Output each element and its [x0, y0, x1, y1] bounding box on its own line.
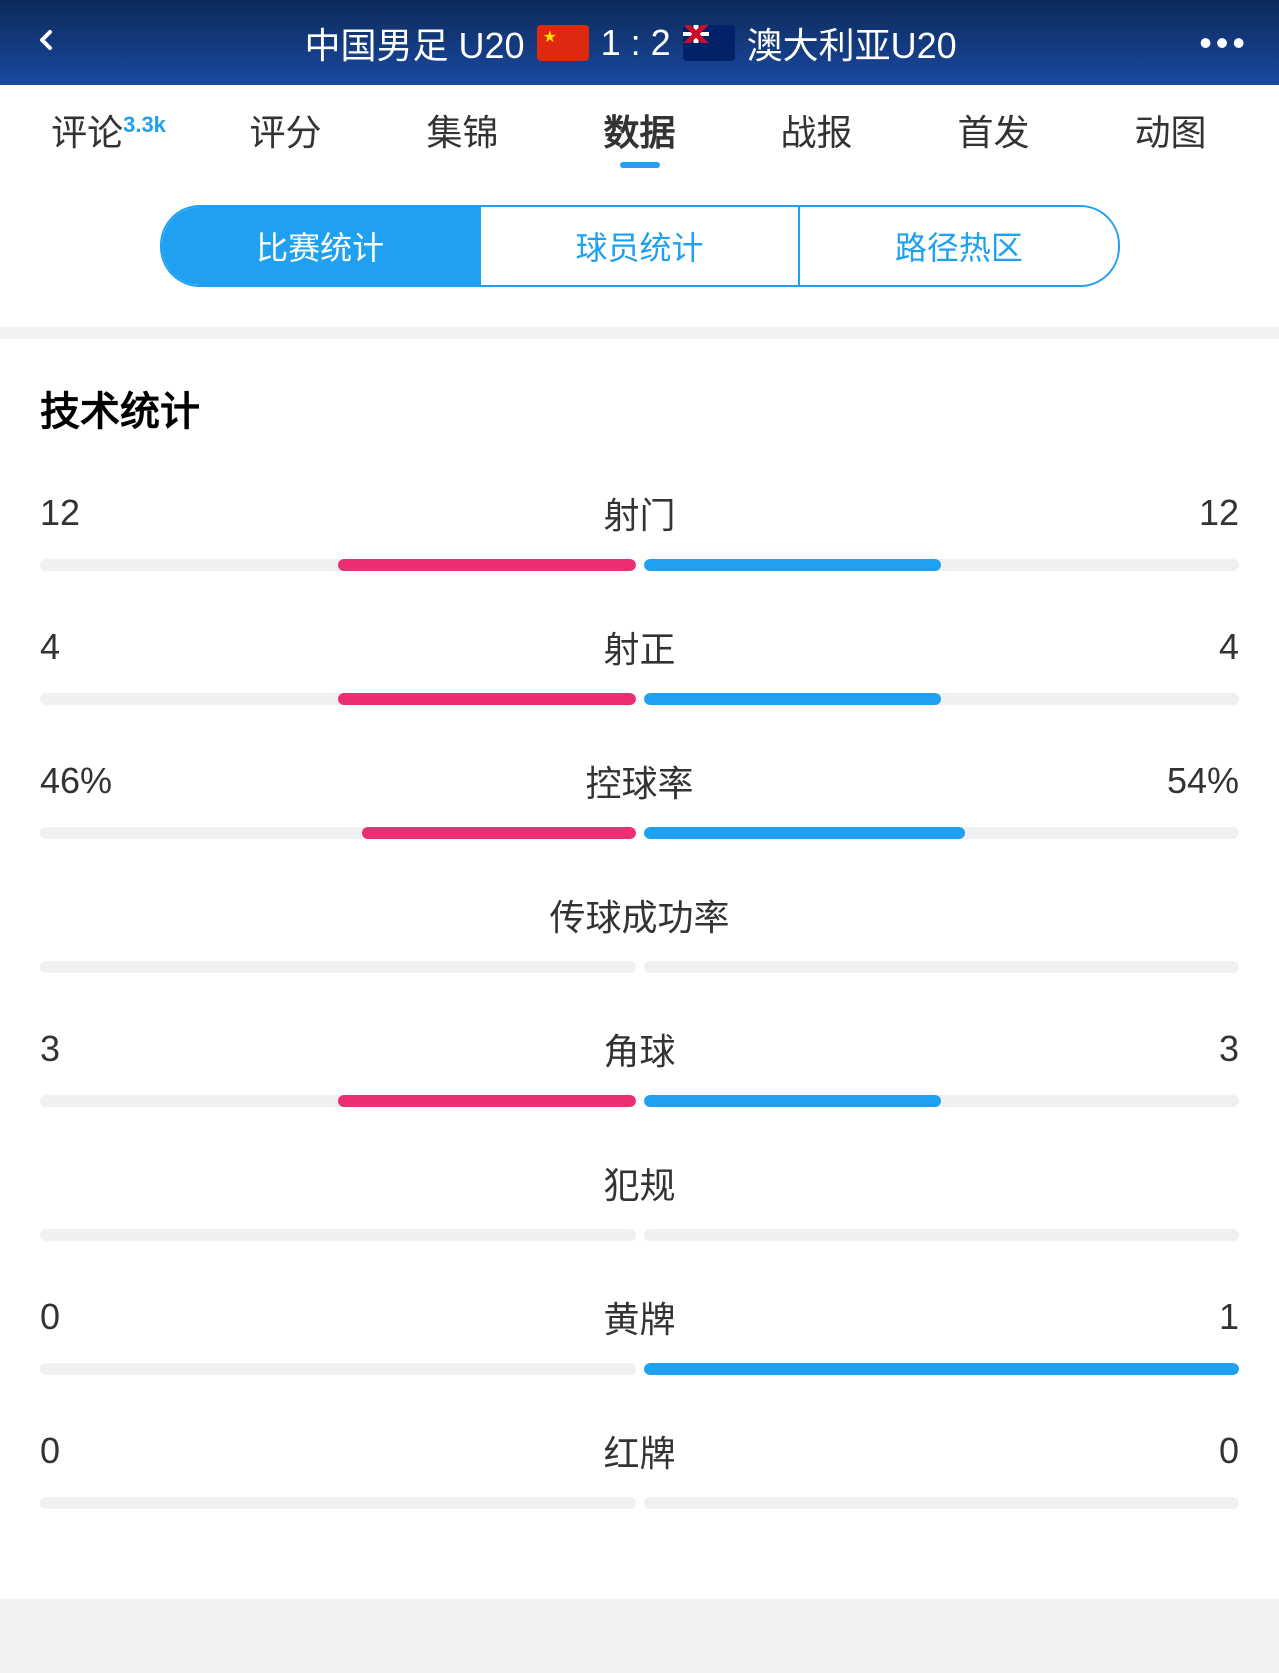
- tab-0[interactable]: 评论3.3k: [20, 85, 197, 175]
- tab-2[interactable]: 集锦: [374, 85, 551, 175]
- stat-label: 射正: [60, 621, 1219, 673]
- stat-home-value: 12: [40, 492, 80, 534]
- tab-3[interactable]: 数据: [551, 85, 728, 175]
- subtab-0[interactable]: 比赛统计: [162, 207, 479, 285]
- stat-row: 犯规: [40, 1157, 1239, 1241]
- stat-row: 4射正4: [40, 621, 1239, 705]
- stat-bar: [40, 559, 1239, 571]
- stat-bar: [40, 1095, 1239, 1107]
- stat-home-value: 46%: [40, 760, 112, 802]
- stat-bar: [40, 1229, 1239, 1241]
- more-icon[interactable]: •••: [1199, 22, 1249, 64]
- stat-away-value: 1: [1219, 1296, 1239, 1338]
- stat-away-value: 0: [1219, 1430, 1239, 1472]
- stat-label: 黄牌: [60, 1291, 1219, 1343]
- stat-home-value: 0: [40, 1296, 60, 1338]
- home-flag-icon: [537, 25, 589, 61]
- stat-label: 角球: [60, 1023, 1219, 1075]
- subtab-2[interactable]: 路径热区: [798, 207, 1117, 285]
- stat-bar: [40, 1363, 1239, 1375]
- tab-5[interactable]: 首发: [905, 85, 1082, 175]
- away-flag-icon: [683, 25, 735, 61]
- stat-row: 0黄牌1: [40, 1291, 1239, 1375]
- stat-away-value: 54%: [1167, 760, 1239, 802]
- stat-row: 12射门12: [40, 487, 1239, 571]
- stat-home-value: 4: [40, 626, 60, 668]
- tab-6[interactable]: 动图: [1082, 85, 1259, 175]
- stat-row: 46%控球率54%: [40, 755, 1239, 839]
- tab-1[interactable]: 评分: [197, 85, 374, 175]
- stat-home-value: 0: [40, 1430, 60, 1472]
- stat-label: 红牌: [60, 1425, 1219, 1477]
- home-team-name: 中国男足 U20: [305, 17, 525, 69]
- stat-home-value: 3: [40, 1028, 60, 1070]
- stat-bar: [40, 827, 1239, 839]
- stat-bar: [40, 1497, 1239, 1509]
- stat-bar: [40, 693, 1239, 705]
- stat-label: 射门: [80, 487, 1199, 539]
- main-tabs: 评论3.3k评分集锦数据战报首发动图: [0, 85, 1279, 175]
- stat-away-value: 12: [1199, 492, 1239, 534]
- tab-badge: 3.3k: [123, 112, 166, 137]
- stats-section: 技术统计 12射门124射正446%控球率54%传球成功率3角球3犯规0黄牌10…: [0, 339, 1279, 1599]
- subtab-1[interactable]: 球员统计: [479, 207, 798, 285]
- section-title: 技术统计: [40, 379, 1239, 437]
- match-header: 中国男足 U20 1 : 2 澳大利亚U20 •••: [0, 0, 1279, 85]
- away-team-name: 澳大利亚U20: [747, 17, 957, 69]
- tab-4[interactable]: 战报: [728, 85, 905, 175]
- stat-bar: [40, 961, 1239, 973]
- stat-away-value: 4: [1219, 626, 1239, 668]
- stat-row: 0红牌0: [40, 1425, 1239, 1509]
- subtabs-container: 比赛统计球员统计路径热区: [0, 175, 1279, 327]
- stat-label: 犯规: [40, 1157, 1239, 1209]
- stat-row: 3角球3: [40, 1023, 1239, 1107]
- stat-label: 传球成功率: [40, 889, 1239, 941]
- header-title: 中国男足 U20 1 : 2 澳大利亚U20: [62, 17, 1199, 69]
- stat-row: 传球成功率: [40, 889, 1239, 973]
- match-score: 1 : 2: [601, 22, 671, 64]
- stat-label: 控球率: [112, 755, 1167, 807]
- stat-away-value: 3: [1219, 1028, 1239, 1070]
- back-icon[interactable]: [30, 24, 62, 61]
